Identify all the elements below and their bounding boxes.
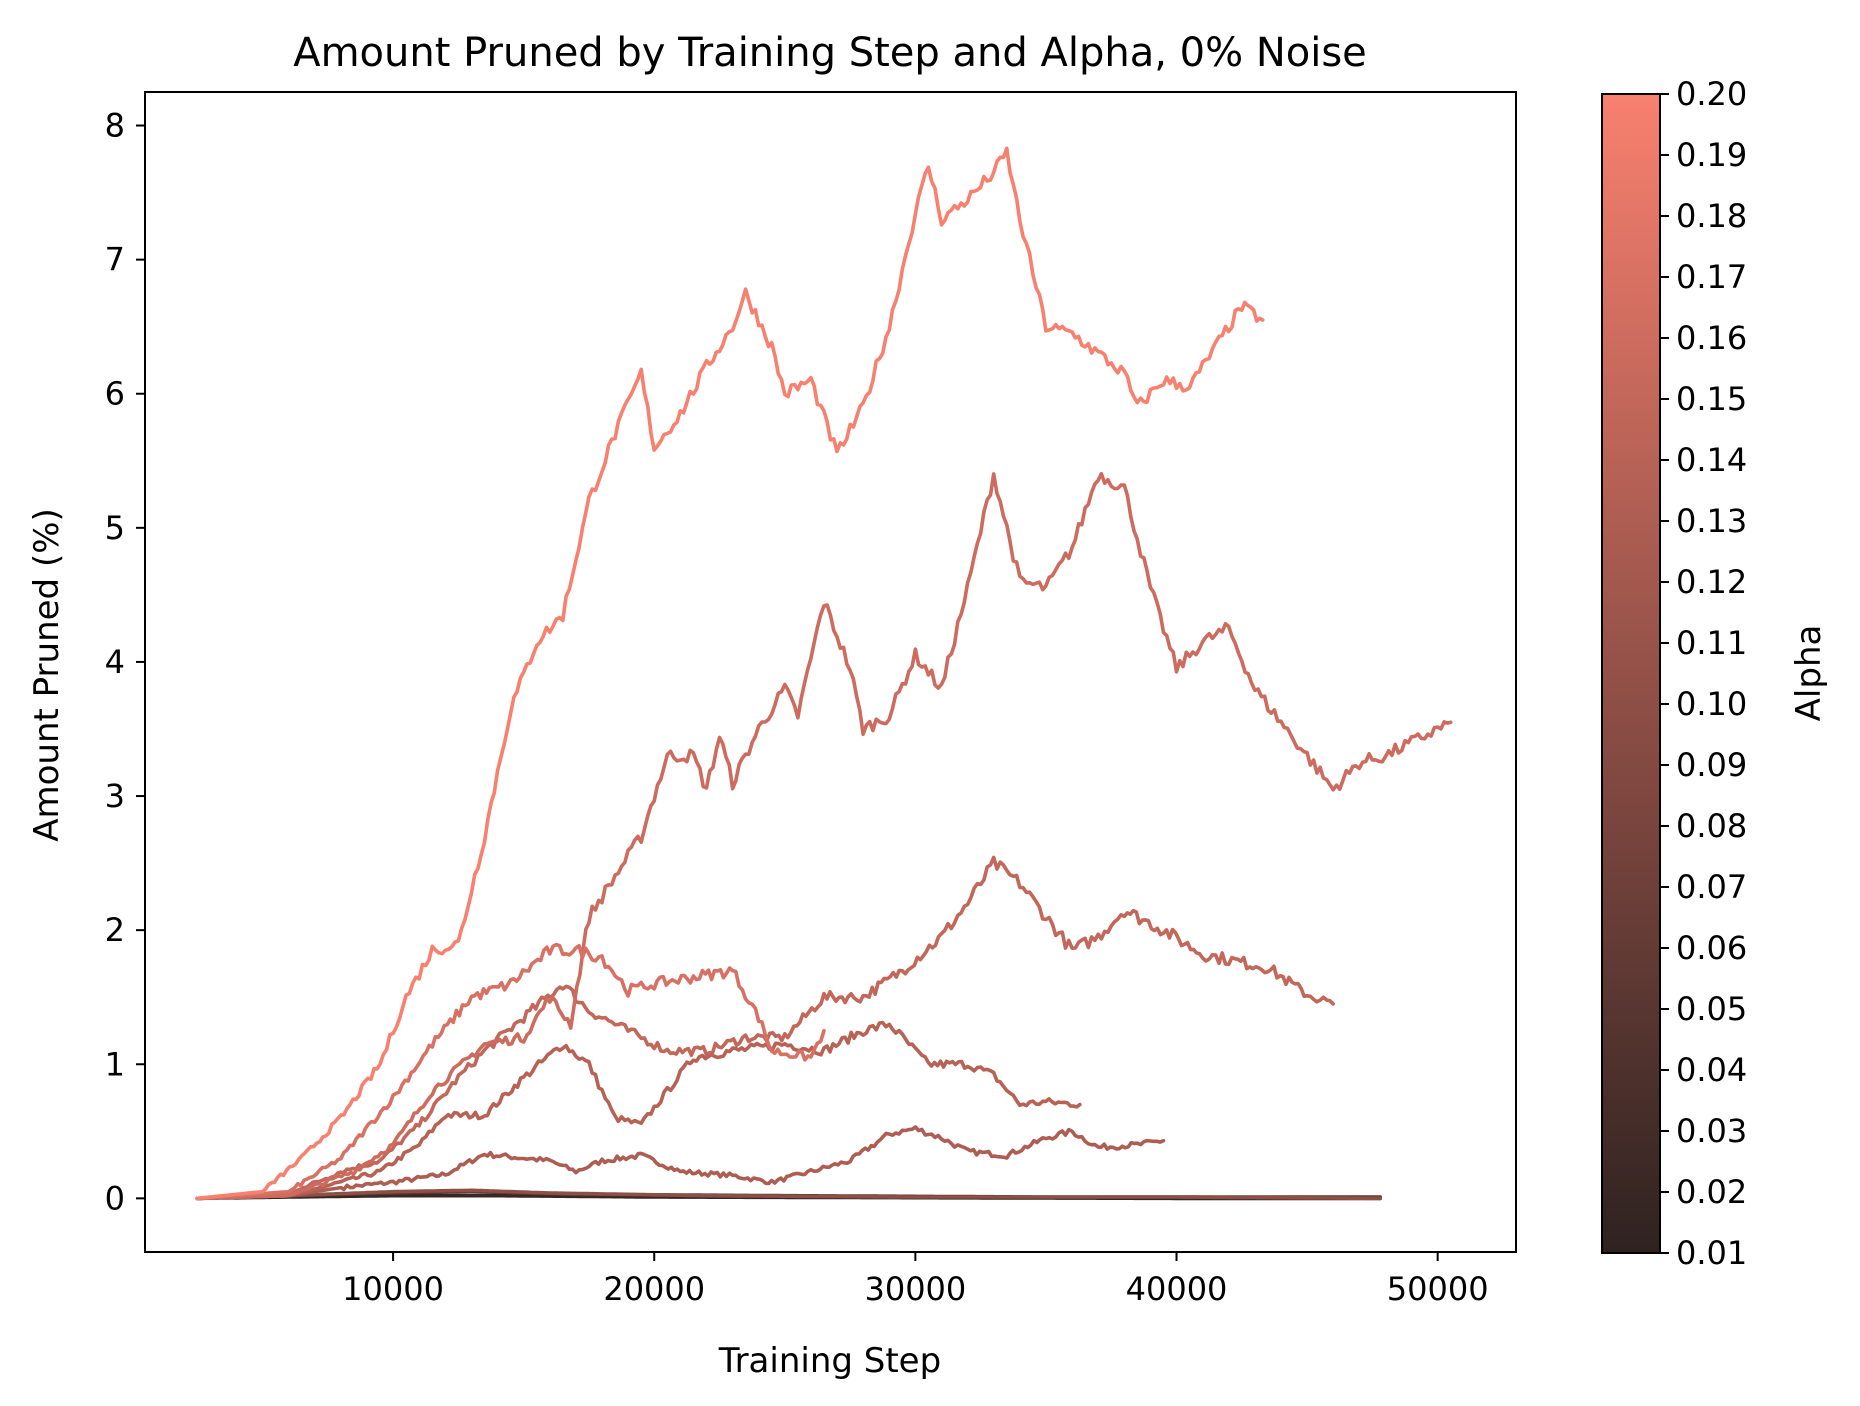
- colorbar-tick-label: 0.18: [1676, 197, 1747, 235]
- colorbar-tick-label: 0.03: [1676, 1112, 1747, 1150]
- axes: 10000 20000 30000 40000 50000 0 1 2 3 4 5 6 7 8: [105, 91, 1517, 1308]
- colorbar-tick-label: 0.14: [1676, 441, 1747, 479]
- colorbar-tick-label: 0.19: [1676, 136, 1747, 174]
- y-tick-label: 2: [105, 911, 125, 949]
- colorbar-gradient: [1601, 93, 1661, 1254]
- colorbar-tick-label: 0.07: [1676, 868, 1747, 906]
- y-tick-label: 7: [105, 241, 125, 279]
- y-tick-label: 1: [105, 1045, 125, 1083]
- x-tick-label: 20000: [603, 1270, 705, 1308]
- y-tick-label: 4: [105, 643, 125, 681]
- x-tick-label: 30000: [864, 1270, 966, 1308]
- colorbar-tick-label: 0.02: [1676, 1173, 1747, 1211]
- series-line-alpha-0.16: [195, 471, 1453, 1201]
- series-line-alpha-0.10: [195, 1188, 1382, 1201]
- x-tick-label: 10000: [342, 1270, 444, 1308]
- colorbar-tick-label: 0.09: [1676, 746, 1747, 784]
- y-axis-label: Amount Pruned (%): [27, 508, 67, 842]
- colorbar-tick-label: 0.04: [1676, 1051, 1747, 1089]
- y-tick-label: 5: [105, 509, 125, 547]
- y-tick-label: 0: [105, 1179, 125, 1217]
- y-tick-label: 6: [105, 375, 125, 413]
- x-tick-label: 50000: [1387, 1270, 1489, 1308]
- colorbar-tick-label: 0.10: [1676, 685, 1747, 723]
- series-line-alpha-0.14: [195, 1020, 1082, 1201]
- colorbar-tick-label: 0.16: [1676, 319, 1747, 357]
- colorbar-tick-label: 0.12: [1676, 563, 1747, 601]
- series-line-alpha-0.20: [195, 146, 1265, 1201]
- series-line-alpha-0.13: [195, 1125, 1166, 1201]
- x-axis-label: Training Step: [718, 1341, 941, 1381]
- colorbar-tick-label: 0.11: [1676, 624, 1747, 662]
- x-tick-label: 40000: [1126, 1270, 1228, 1308]
- colorbar-tick-label: 0.01: [1676, 1234, 1747, 1272]
- colorbar: Alpha 0.01 0.02 0.03 0.04 0.05 0.06 0.07 0.08 0.…: [1601, 75, 1829, 1272]
- colorbar-tick-label: 0.20: [1676, 75, 1747, 113]
- colorbar-tick-label: 0.05: [1676, 990, 1747, 1028]
- colorbar-tick-label: 0.15: [1676, 380, 1747, 418]
- colorbar-tick-label: 0.06: [1676, 929, 1747, 967]
- colorbar-tick-label: 0.17: [1676, 258, 1747, 296]
- colorbar-label: Alpha: [1789, 625, 1829, 722]
- plot-frame: [144, 91, 1517, 1253]
- y-tick-label: 8: [105, 107, 125, 145]
- colorbar-tick-label: 0.13: [1676, 502, 1747, 540]
- y-tick-label: 3: [105, 777, 125, 815]
- chart-title: Amount Pruned by Training Step and Alpha…: [293, 30, 1367, 76]
- series-line-alpha-0.17: [195, 942, 826, 1201]
- plot-area: [195, 146, 1453, 1201]
- colorbar-tick-label: 0.08: [1676, 807, 1747, 845]
